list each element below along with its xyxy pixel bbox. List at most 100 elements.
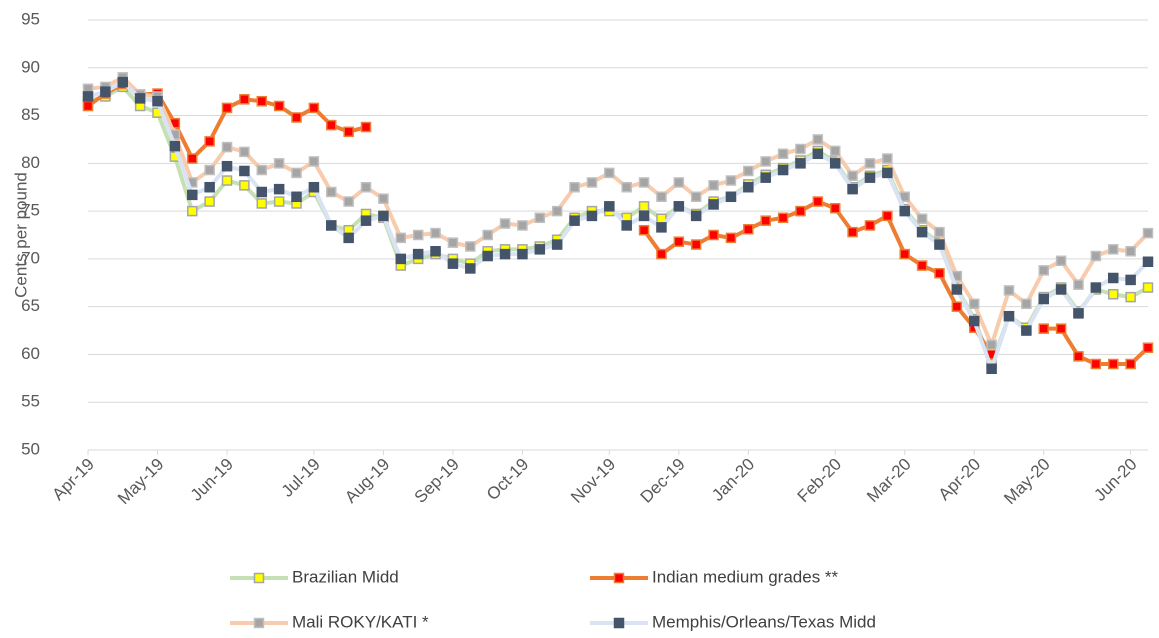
point [777,212,789,224]
point [204,136,215,147]
x-tick-label: Apr-19 [48,455,98,505]
point [569,181,580,193]
point [117,76,129,88]
point [378,210,389,222]
point [326,186,337,198]
point [499,218,511,229]
point [743,165,754,177]
point [551,239,563,250]
point [517,248,528,260]
point [1055,323,1067,334]
point [1038,293,1049,305]
y-tick-label: 55 [21,392,40,411]
point [395,253,407,265]
point [360,215,372,226]
point [239,165,250,177]
point [1003,310,1015,322]
legend-label: Indian medium grades ** [652,567,839,586]
point [795,205,806,217]
point [864,158,876,169]
point [1107,288,1119,300]
point [1107,358,1119,370]
point [1125,274,1136,286]
point [499,248,511,260]
point [134,93,146,104]
point [1142,342,1154,354]
point [534,244,546,255]
point [1142,227,1154,239]
point [308,181,320,193]
point [152,95,163,107]
legend-marker [613,572,625,584]
point [343,196,354,207]
point [1073,351,1084,362]
y-tick-label: 85 [21,105,40,124]
point [760,215,771,226]
series-line [87,84,1149,366]
point [482,250,493,262]
point [934,226,945,238]
point [882,153,893,164]
point [1142,282,1154,293]
point [291,191,302,203]
point [621,181,632,193]
point [777,164,789,176]
point [847,226,858,238]
point [1125,291,1136,303]
point [951,284,963,295]
series-line [87,80,1150,371]
point [847,183,858,195]
point [638,201,650,212]
point [256,186,268,198]
x-tick-label: Sep-19 [411,455,463,507]
point [829,158,841,169]
point [1125,358,1136,370]
point [169,140,181,152]
point [1090,358,1102,370]
point [934,239,945,250]
point [1090,250,1102,262]
point [447,237,459,248]
point [986,363,997,375]
x-tick-label: Jan-20 [708,455,758,505]
point [204,181,215,193]
series [82,76,1154,375]
point [221,141,233,153]
point [968,315,980,327]
point [708,229,719,241]
point [638,177,650,188]
point [273,196,285,207]
x-tick-label: Feb-20 [794,455,846,507]
point [777,148,789,160]
point [604,167,615,179]
point [534,212,546,224]
point [187,189,198,201]
legend-marker [253,617,265,629]
point [482,229,493,241]
x-tick-label: Jun-20 [1090,455,1140,505]
x-tick-label: Oct-19 [483,455,533,505]
point [430,227,441,239]
series [82,78,1154,370]
point [308,102,320,114]
point [812,134,824,145]
point [690,239,702,250]
point [986,339,997,351]
point [273,183,285,195]
point [82,91,94,102]
point [187,153,198,164]
legend-label: Mali ROKY/KATI * [292,612,429,631]
point [256,95,268,107]
point [1038,323,1049,334]
point [656,222,667,233]
point [291,167,302,179]
point [221,175,233,186]
point [239,180,250,191]
legend: Brazilian Midd Indian medium grades ** Mal… [230,567,876,631]
point [569,215,580,226]
point [795,158,806,169]
point [273,158,285,169]
point [656,191,667,203]
point [256,164,268,176]
